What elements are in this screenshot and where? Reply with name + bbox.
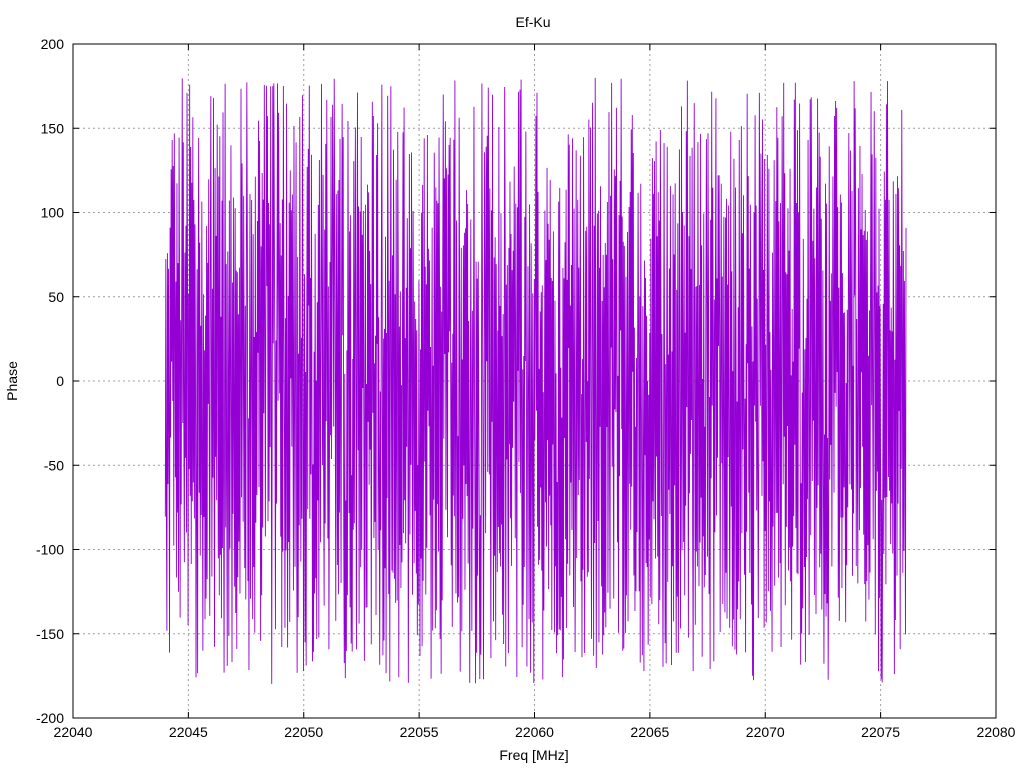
x-tick-label: 22040 <box>54 724 93 740</box>
y-tick-label: -150 <box>36 626 64 642</box>
y-tick-label: -50 <box>44 457 64 473</box>
x-tick-label: 22050 <box>284 724 323 740</box>
series-line <box>164 77 907 684</box>
y-tick-label: 100 <box>41 205 65 221</box>
x-tick-label: 22065 <box>630 724 669 740</box>
x-axis-title: Freq [MHz] <box>499 747 568 763</box>
y-tick-label: 50 <box>48 289 64 305</box>
y-tick-label: -100 <box>36 542 64 558</box>
y-axis-title: Phase <box>4 361 20 401</box>
x-tick-label: 22070 <box>746 724 785 740</box>
series-group <box>164 77 907 684</box>
plot-frame <box>72 43 997 719</box>
y-tick-label: 150 <box>41 120 65 136</box>
x-tick-label: 22075 <box>861 724 900 740</box>
ticks: 22040 22045 22050 22055 22060 22065 22070 22075… <box>36 36 1016 740</box>
chart-title: Ef-Ku <box>515 14 550 30</box>
x-tick-label: 22060 <box>515 724 554 740</box>
x-tick-label: 22055 <box>400 724 439 740</box>
y-tick-label: -200 <box>36 710 64 726</box>
y-tick-label: 200 <box>41 36 65 52</box>
x-tick-label: 22045 <box>169 724 208 740</box>
x-tick-label: 22080 <box>977 724 1016 740</box>
y-tick-label: 0 <box>56 373 64 389</box>
